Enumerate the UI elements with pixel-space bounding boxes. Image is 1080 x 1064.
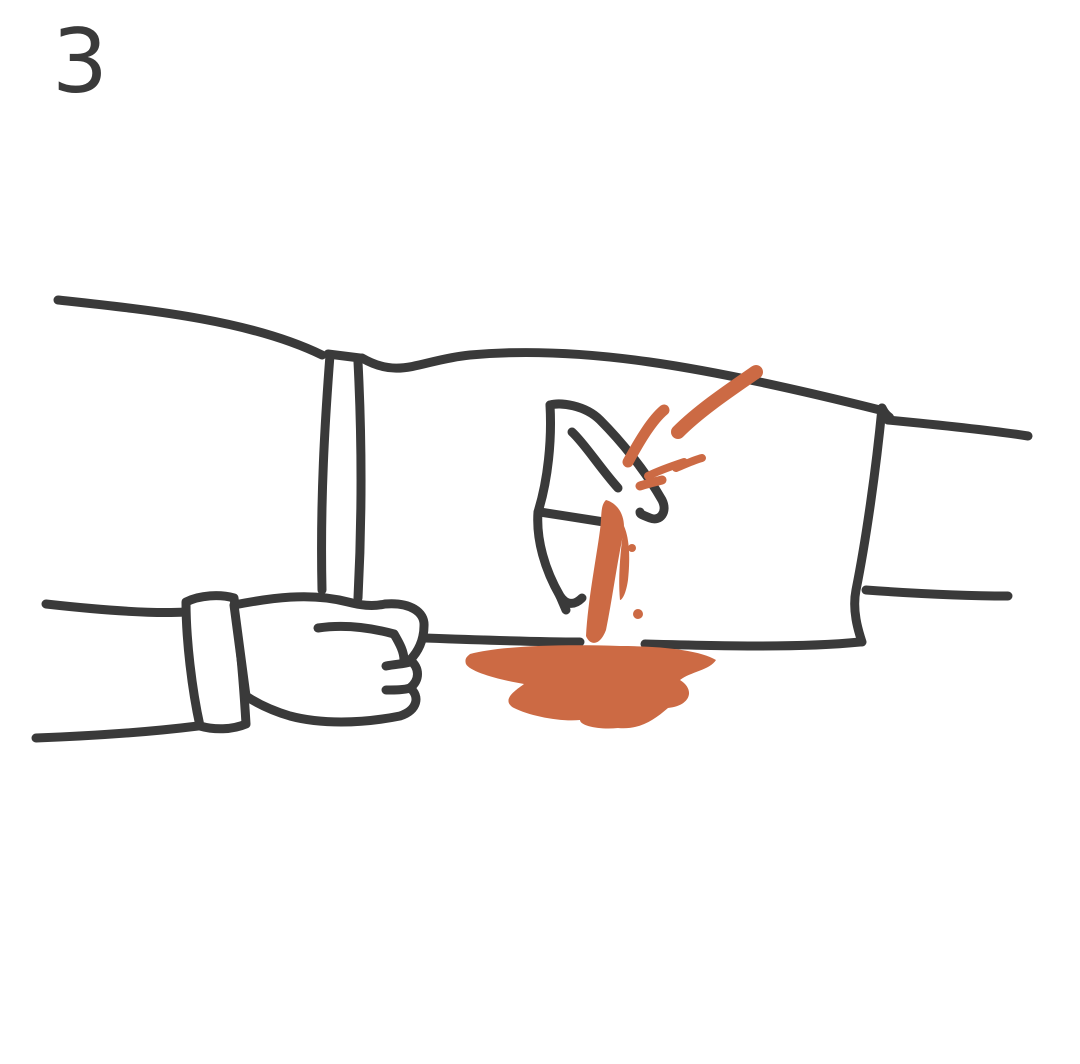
gauze-pad [533, 399, 669, 615]
arm-bottom-edge-mid [420, 633, 585, 647]
arm-lower-line [31, 721, 203, 743]
arm-top-edge-left [53, 295, 327, 360]
blood-spurt [586, 365, 763, 643]
step-number: 3 [52, 10, 108, 113]
sleeve-cuff [317, 349, 366, 603]
arm-outline [31, 295, 1033, 743]
helper-hand [181, 591, 429, 734]
bandage-wrap [850, 403, 895, 647]
arm-bottom-edge-mid2 [640, 637, 865, 651]
arm-bottom-edge-left [41, 599, 190, 618]
arm-top-edge-right [883, 415, 1033, 441]
hand-palm [229, 592, 429, 727]
arm-bottom-edge-right [861, 585, 1013, 601]
arm-top-edge-mid [357, 348, 885, 415]
blood-pool [465, 645, 716, 729]
hand-wrist-cuff [181, 591, 251, 734]
